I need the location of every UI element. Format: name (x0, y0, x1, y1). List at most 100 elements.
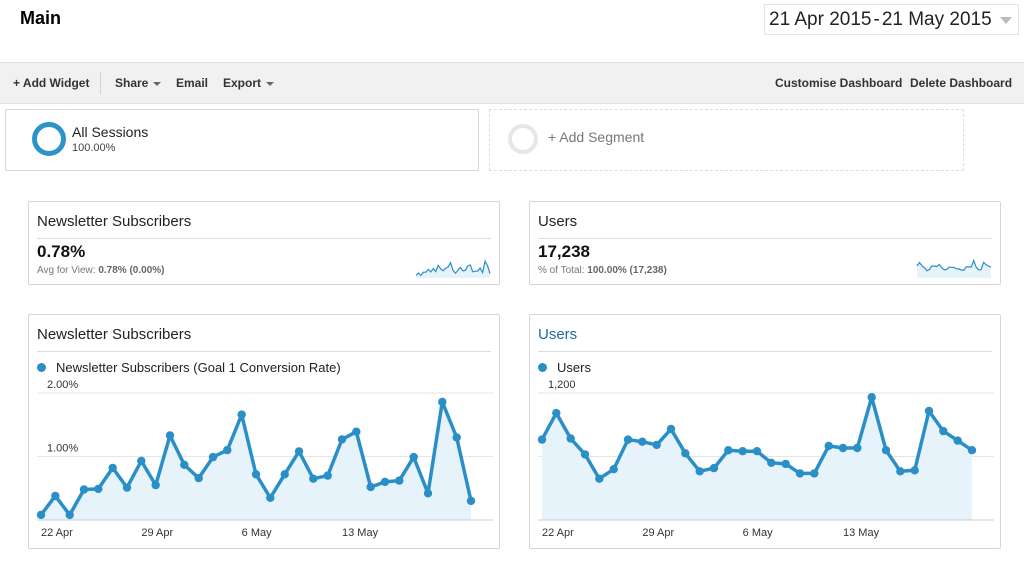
series-area (41, 401, 471, 520)
metric-subtext: % of Total: 100.00% (17,238) (538, 265, 667, 276)
data-point[interactable] (867, 393, 876, 402)
x-tick-label: 13 May (843, 527, 880, 539)
widget-users-metric: Users 17,238 % of Total: 100.00% (17,238… (529, 201, 1001, 285)
data-point[interactable] (939, 426, 948, 436)
legend-dot-icon (538, 363, 547, 372)
data-point[interactable] (466, 496, 476, 506)
data-point[interactable] (151, 480, 160, 490)
data-point[interactable] (681, 449, 690, 458)
share-label: Share (115, 76, 149, 90)
add-segment-button[interactable]: + Add Segment (489, 109, 964, 171)
data-point[interactable] (137, 456, 146, 466)
y-tick-label: 2.00% (47, 379, 78, 391)
data-point[interactable] (724, 446, 733, 455)
data-point[interactable] (323, 471, 332, 480)
data-point[interactable] (79, 485, 89, 494)
widget-title-link[interactable]: Users (538, 326, 578, 343)
data-point[interactable] (266, 493, 275, 502)
segment-ring-icon (32, 122, 66, 156)
data-point[interactable] (638, 437, 647, 446)
data-point[interactable] (738, 447, 747, 456)
export-label: Export (223, 76, 262, 90)
y-tick-label: 1.00% (47, 443, 78, 455)
data-point[interactable] (194, 473, 203, 483)
data-point[interactable] (309, 474, 318, 483)
y-tick-label: 1,200 (548, 379, 576, 391)
chevron-down-icon[interactable] (1000, 17, 1012, 24)
metric-subtext: Avg for View: 0.78% (0.00%) (37, 265, 165, 276)
data-point[interactable] (51, 491, 60, 501)
data-point[interactable] (595, 474, 604, 483)
data-point[interactable] (623, 435, 633, 444)
data-point[interactable] (896, 467, 905, 476)
x-tick-label: 29 Apr (642, 527, 674, 539)
data-point[interactable] (409, 452, 418, 462)
data-point[interactable] (910, 466, 919, 475)
data-point[interactable] (237, 410, 246, 419)
data-point[interactable] (853, 443, 862, 453)
data-point[interactable] (223, 445, 232, 455)
data-point[interactable] (824, 441, 833, 451)
data-point[interactable] (108, 463, 117, 473)
data-point[interactable] (709, 463, 719, 473)
legend-label: Newsletter Subscribers (Goal 1 Conversio… (56, 360, 341, 375)
add-widget-button[interactable]: + Add Widget (13, 76, 90, 90)
data-point[interactable] (395, 476, 404, 485)
data-point[interactable] (280, 470, 289, 479)
data-point[interactable] (438, 397, 447, 407)
data-point[interactable] (552, 408, 561, 418)
email-button[interactable]: Email (176, 76, 209, 90)
data-point[interactable] (967, 446, 977, 455)
data-point[interactable] (953, 436, 962, 445)
data-point[interactable] (652, 440, 661, 450)
date-range-picker[interactable]: 21 Apr 2015 - 21 May 2015 (764, 4, 1019, 35)
data-point[interactable] (208, 452, 218, 462)
widget-divider (538, 351, 992, 352)
date-separator: - (873, 8, 880, 30)
data-point[interactable] (36, 510, 46, 520)
data-point[interactable] (94, 484, 103, 494)
data-point[interactable] (337, 435, 347, 444)
data-point[interactable] (380, 477, 390, 487)
data-point[interactable] (752, 447, 762, 456)
data-point[interactable] (767, 458, 776, 467)
data-point[interactable] (180, 460, 189, 469)
data-point[interactable] (122, 483, 132, 492)
data-point[interactable] (795, 469, 805, 478)
data-point[interactable] (294, 447, 304, 456)
data-point[interactable] (251, 470, 261, 479)
x-tick-label: 6 May (743, 527, 773, 539)
share-button[interactable]: Share (115, 76, 162, 90)
data-point[interactable] (810, 469, 819, 478)
widget-title: Newsletter Subscribers (37, 213, 192, 230)
data-point[interactable] (452, 433, 461, 442)
delete-dashboard-button[interactable]: Delete Dashboard (910, 76, 1013, 90)
data-point[interactable] (924, 406, 934, 416)
metric-value: 17,238 (538, 242, 590, 261)
data-point[interactable] (352, 427, 361, 436)
customise-dashboard-button[interactable]: Customise Dashboard (775, 76, 903, 90)
data-point[interactable] (566, 434, 575, 443)
data-point[interactable] (666, 424, 676, 434)
export-button[interactable]: Export (223, 76, 275, 90)
data-point[interactable] (165, 431, 175, 440)
data-point[interactable] (423, 489, 433, 498)
data-point[interactable] (537, 435, 547, 444)
chart-legend: Newsletter Subscribers (Goal 1 Conversio… (37, 360, 341, 375)
data-point[interactable] (366, 482, 375, 492)
legend-label: Users (557, 360, 591, 375)
data-point[interactable] (65, 510, 74, 520)
chevron-down-icon (266, 81, 275, 86)
data-point[interactable] (695, 467, 704, 476)
x-tick-label: 13 May (342, 527, 379, 539)
data-point[interactable] (609, 465, 618, 474)
segment-all-sessions[interactable]: All Sessions 100.00% (5, 109, 479, 171)
sparkline-line (415, 259, 491, 277)
data-point[interactable] (838, 443, 848, 453)
data-point[interactable] (881, 446, 891, 455)
data-point[interactable] (781, 459, 790, 469)
segment-name: All Sessions (72, 124, 149, 140)
data-point[interactable] (580, 450, 590, 459)
date-start: 21 Apr 2015 (769, 8, 872, 30)
